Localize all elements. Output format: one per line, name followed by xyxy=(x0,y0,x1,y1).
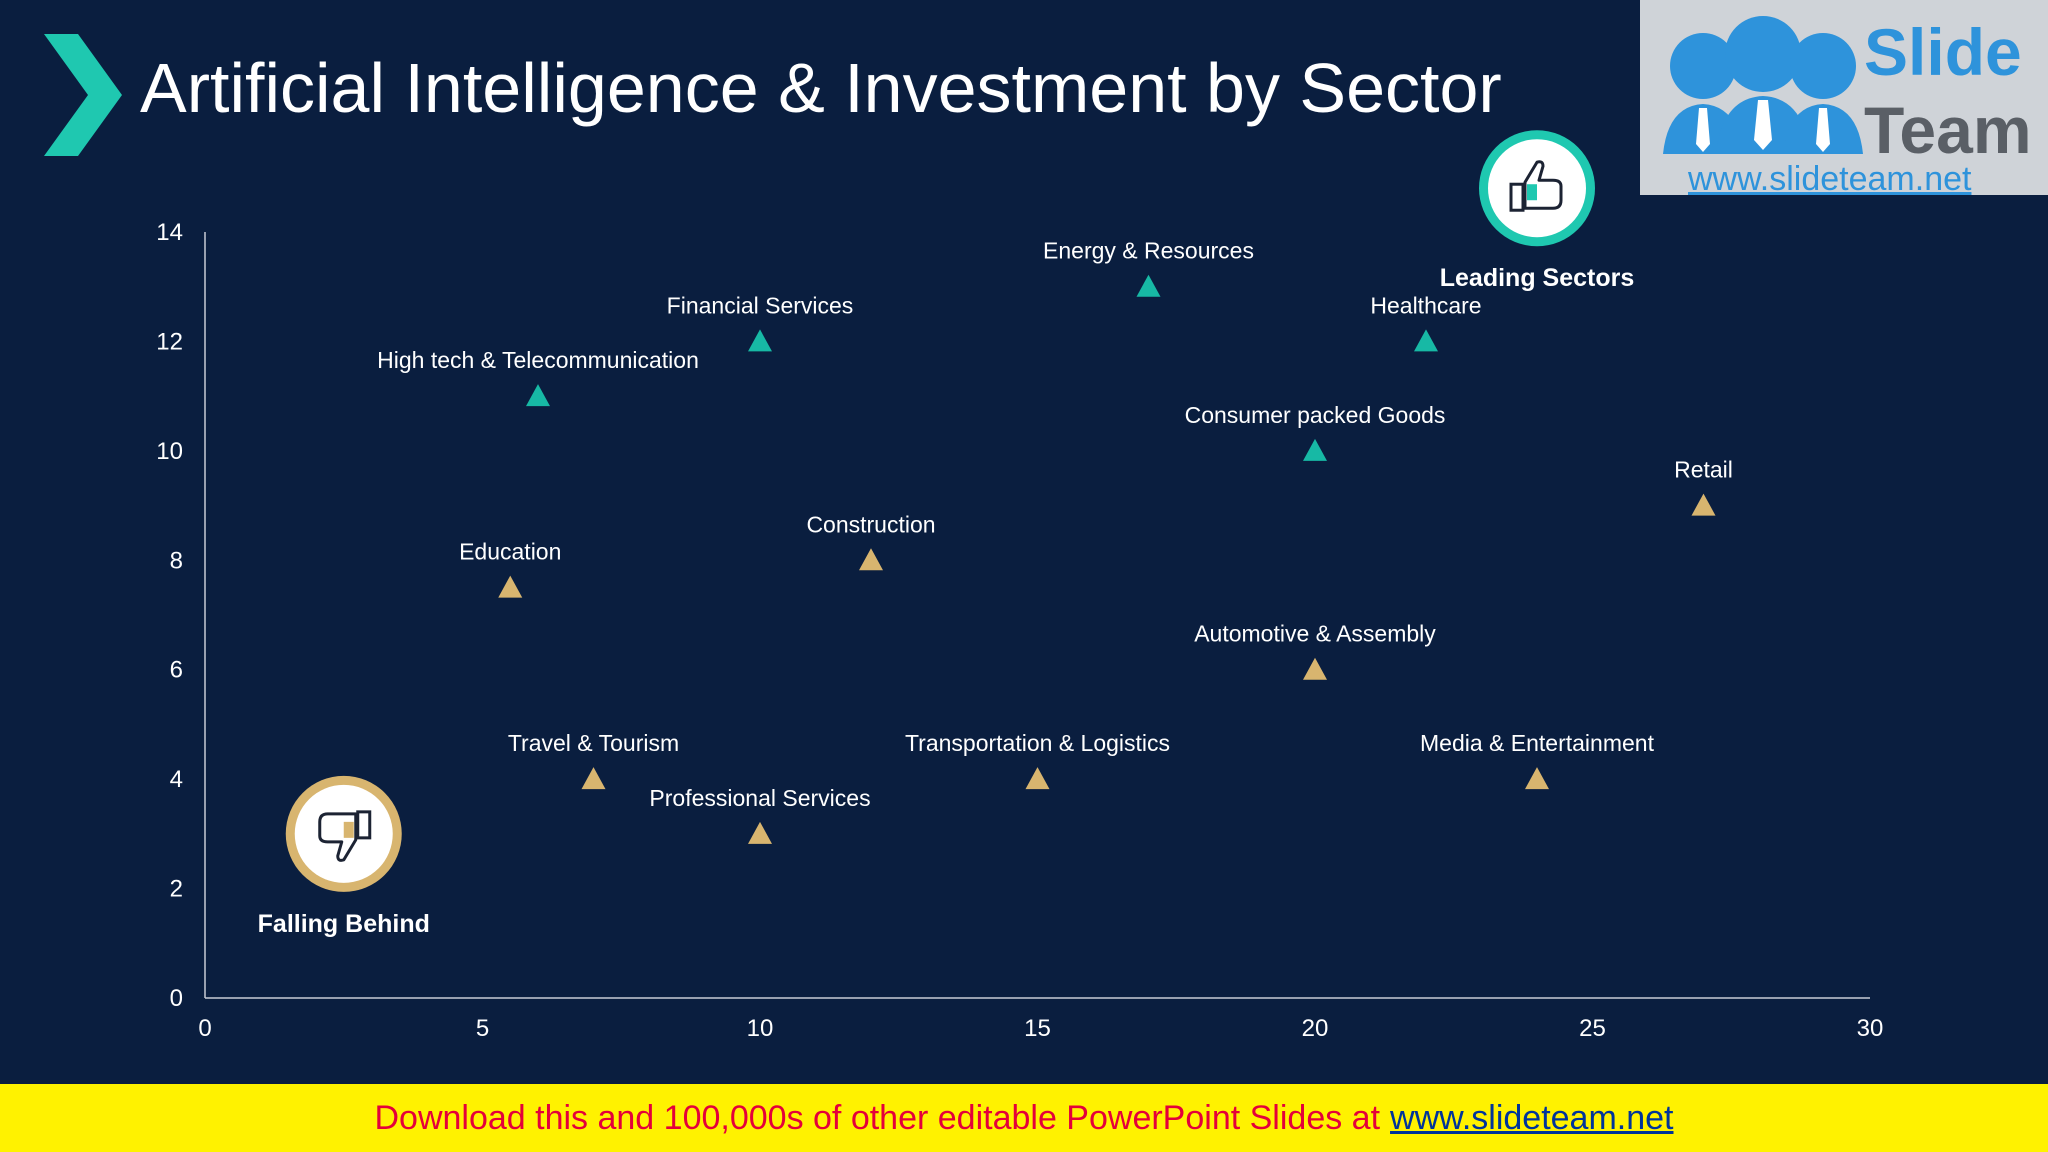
data-label: Travel & Tourism xyxy=(508,730,679,756)
falling-behind-label: Falling Behind xyxy=(258,910,430,938)
chevron-icon xyxy=(44,34,122,156)
data-point xyxy=(1025,767,1050,790)
data-point xyxy=(1691,493,1716,516)
leading-sectors-label: Leading Sectors xyxy=(1440,264,1635,292)
y-tick-label: 8 xyxy=(170,547,183,574)
data-point xyxy=(1414,329,1438,352)
y-tick-label: 4 xyxy=(170,766,183,793)
x-tick-label: 10 xyxy=(747,1015,774,1042)
download-banner: Download this and 100,000s of other edit… xyxy=(0,1084,2048,1152)
logo: Slide Team www.slideteam.net xyxy=(1640,0,2048,195)
data-label: Education xyxy=(459,539,561,565)
data-label: Consumer packed Goods xyxy=(1185,402,1446,428)
x-tick-label: 25 xyxy=(1579,1015,1606,1042)
x-tick-label: 30 xyxy=(1857,1015,1884,1042)
data-label: Construction xyxy=(806,511,935,537)
people-icon xyxy=(1663,16,1863,154)
data-label: Professional Services xyxy=(649,785,870,811)
logo-slide-text: Slide xyxy=(1864,15,2022,89)
y-tick-label: 10 xyxy=(156,438,183,465)
x-tick-label: 0 xyxy=(198,1015,211,1042)
data-label: Transportation & Logistics xyxy=(905,730,1170,756)
data-point xyxy=(1303,438,1327,461)
data-point xyxy=(1303,657,1327,680)
data-point xyxy=(748,821,772,844)
scatter-chart: 0 2 4 6 8 10 12 14 0 5 10 15 20 25 30 Energy & Resource… xyxy=(156,130,1884,1042)
page-title: Artificial Intelligence & Investment by … xyxy=(140,49,1502,127)
data-label: High tech & Telecommunication xyxy=(377,347,699,373)
y-tick-label: 2 xyxy=(170,876,183,903)
thumbs-up-icon xyxy=(1509,160,1563,212)
logo-team-text: Team xyxy=(1864,93,2032,167)
x-tick-label: 5 xyxy=(476,1015,489,1042)
data-label: Financial Services xyxy=(667,292,854,318)
y-tick-label: 0 xyxy=(170,985,183,1012)
data-point xyxy=(859,548,883,571)
data-label: Retail xyxy=(1674,457,1733,483)
data-label: Energy & Resources xyxy=(1043,238,1254,264)
x-tick-label: 20 xyxy=(1302,1015,1329,1042)
banner-text: Download this and 100,000s of other edit… xyxy=(374,1098,1381,1137)
data-point xyxy=(498,575,523,598)
banner-link[interactable]: www.slideteam.net xyxy=(1390,1098,1674,1137)
data-label: Media & Entertainment xyxy=(1420,730,1655,756)
x-tick-label: 15 xyxy=(1024,1015,1051,1042)
y-tick-label: 12 xyxy=(156,328,183,355)
y-tick-label: 14 xyxy=(156,219,183,246)
logo-url[interactable]: www.slideteam.net xyxy=(1688,160,1972,195)
slide: Artificial Intelligence & Investment by … xyxy=(44,0,2048,1042)
thumbs-down-icon xyxy=(318,810,372,862)
data-point xyxy=(748,329,772,352)
y-tick-label: 6 xyxy=(170,657,183,684)
data-point xyxy=(1136,274,1161,297)
data-label: Healthcare xyxy=(1370,292,1481,318)
data-point xyxy=(581,767,606,790)
data-point xyxy=(1525,767,1549,790)
data-point xyxy=(526,384,550,407)
data-label: Automotive & Assembly xyxy=(1194,621,1436,647)
